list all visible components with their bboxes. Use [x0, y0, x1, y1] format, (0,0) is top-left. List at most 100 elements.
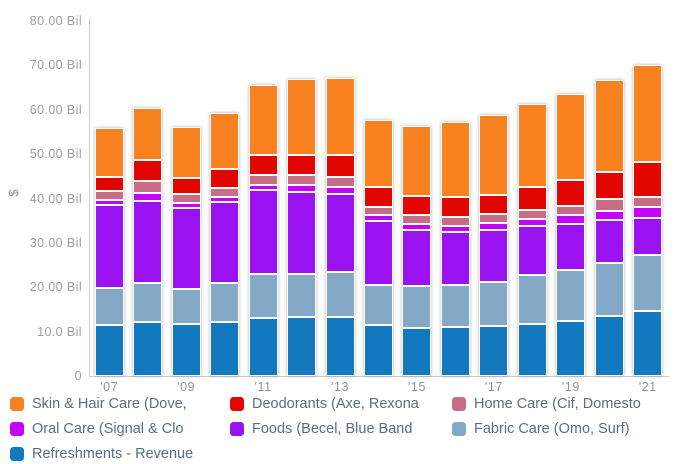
- bar-2014[interactable]: [364, 119, 394, 376]
- segment-skin-hair-care-dove-2017[interactable]: [479, 114, 509, 196]
- segment-foods-becel-blue-band-2010[interactable]: [210, 201, 240, 284]
- segment-skin-hair-care-dove-2007[interactable]: [94, 128, 124, 177]
- bar-2011[interactable]: [248, 84, 278, 376]
- segment-home-care-cif-domesto-2021[interactable]: [633, 196, 663, 208]
- segment-fabric-care-omo-surf-2010[interactable]: [210, 283, 240, 323]
- segment-oral-care-signal-clo-2013[interactable]: [325, 186, 355, 194]
- segment-home-care-cif-domesto-2013[interactable]: [325, 176, 355, 187]
- segment-foods-becel-blue-band-2017[interactable]: [479, 230, 509, 282]
- segment-home-care-cif-domesto-2012[interactable]: [287, 175, 317, 186]
- legend-item-home-care-cif-domesto[interactable]: Home Care (Cif, Domesto: [452, 393, 670, 415]
- segment-oral-care-signal-clo-2009[interactable]: [171, 203, 201, 208]
- segment-refreshments-revenue-2012[interactable]: [287, 317, 317, 376]
- segment-foods-becel-blue-band-2019[interactable]: [556, 224, 586, 270]
- segment-fabric-care-omo-surf-2019[interactable]: [556, 269, 586, 321]
- segment-refreshments-revenue-2007[interactable]: [94, 325, 124, 376]
- segment-fabric-care-omo-surf-2009[interactable]: [171, 289, 201, 325]
- segment-foods-becel-blue-band-2018[interactable]: [517, 226, 547, 276]
- segment-oral-care-signal-clo-2019[interactable]: [556, 214, 586, 225]
- segment-deodorants-axe-rexona-2020[interactable]: [594, 171, 624, 199]
- segment-foods-becel-blue-band-2016[interactable]: [440, 231, 470, 286]
- bar-2008[interactable]: [133, 107, 163, 376]
- segment-refreshments-revenue-2017[interactable]: [479, 325, 509, 376]
- segment-deodorants-axe-rexona-2010[interactable]: [210, 168, 240, 188]
- segment-foods-becel-blue-band-2013[interactable]: [325, 193, 355, 272]
- segment-foods-becel-blue-band-2007[interactable]: [94, 205, 124, 289]
- segment-fabric-care-omo-surf-2015[interactable]: [402, 286, 432, 328]
- segment-home-care-cif-domesto-2019[interactable]: [556, 205, 586, 215]
- segment-skin-hair-care-dove-2014[interactable]: [364, 119, 394, 188]
- bar-2019[interactable]: [556, 93, 586, 376]
- segment-foods-becel-blue-band-2011[interactable]: [248, 189, 278, 274]
- segment-skin-hair-care-dove-2015[interactable]: [402, 125, 432, 197]
- segment-refreshments-revenue-2014[interactable]: [364, 324, 394, 376]
- segment-oral-care-signal-clo-2012[interactable]: [287, 185, 317, 193]
- legend-item-skin-hair-care-dove[interactable]: Skin & Hair Care (Dove,: [10, 393, 230, 415]
- bar-2018[interactable]: [517, 104, 547, 376]
- segment-foods-becel-blue-band-2009[interactable]: [171, 207, 201, 290]
- segment-refreshments-revenue-2020[interactable]: [594, 315, 624, 376]
- segment-refreshments-revenue-2009[interactable]: [171, 324, 201, 376]
- segment-fabric-care-omo-surf-2008[interactable]: [133, 282, 163, 323]
- segment-refreshments-revenue-2016[interactable]: [440, 326, 470, 376]
- segment-deodorants-axe-rexona-2014[interactable]: [364, 187, 394, 208]
- bar-2009[interactable]: [171, 127, 201, 376]
- segment-foods-becel-blue-band-2015[interactable]: [402, 230, 432, 287]
- segment-foods-becel-blue-band-2021[interactable]: [633, 217, 663, 256]
- segment-oral-care-signal-clo-2020[interactable]: [594, 210, 624, 221]
- segment-fabric-care-omo-surf-2011[interactable]: [248, 273, 278, 319]
- segment-foods-becel-blue-band-2014[interactable]: [364, 221, 394, 286]
- segment-fabric-care-omo-surf-2018[interactable]: [517, 275, 547, 325]
- segment-refreshments-revenue-2010[interactable]: [210, 322, 240, 376]
- segment-skin-hair-care-dove-2019[interactable]: [556, 93, 586, 181]
- segment-oral-care-signal-clo-2010[interactable]: [210, 197, 240, 202]
- segment-home-care-cif-domesto-2010[interactable]: [210, 187, 240, 198]
- segment-fabric-care-omo-surf-2016[interactable]: [440, 285, 470, 327]
- segment-deodorants-axe-rexona-2007[interactable]: [94, 176, 124, 191]
- bar-2015[interactable]: [402, 125, 432, 376]
- segment-deodorants-axe-rexona-2018[interactable]: [517, 187, 547, 210]
- bar-2013[interactable]: [325, 78, 355, 376]
- segment-oral-care-signal-clo-2014[interactable]: [364, 214, 394, 222]
- segment-deodorants-axe-rexona-2015[interactable]: [402, 196, 432, 215]
- segment-skin-hair-care-dove-2011[interactable]: [248, 84, 278, 155]
- segment-deodorants-axe-rexona-2021[interactable]: [633, 162, 663, 197]
- segment-refreshments-revenue-2019[interactable]: [556, 320, 586, 376]
- segment-home-care-cif-domesto-2011[interactable]: [248, 175, 278, 185]
- segment-home-care-cif-domesto-2017[interactable]: [479, 213, 509, 223]
- segment-foods-becel-blue-band-2008[interactable]: [133, 201, 163, 283]
- segment-deodorants-axe-rexona-2009[interactable]: [171, 177, 201, 194]
- legend-item-refreshments-revenue[interactable]: Refreshments - Revenue: [10, 443, 230, 464]
- segment-skin-hair-care-dove-2020[interactable]: [594, 80, 624, 172]
- segment-home-care-cif-domesto-2009[interactable]: [171, 193, 201, 204]
- segment-deodorants-axe-rexona-2008[interactable]: [133, 160, 163, 181]
- segment-home-care-cif-domesto-2014[interactable]: [364, 207, 394, 215]
- segment-skin-hair-care-dove-2013[interactable]: [325, 78, 355, 156]
- segment-home-care-cif-domesto-2015[interactable]: [402, 214, 432, 224]
- segment-oral-care-signal-clo-2011[interactable]: [248, 184, 278, 190]
- segment-fabric-care-omo-surf-2012[interactable]: [287, 273, 317, 318]
- legend-item-oral-care-signal-clo[interactable]: Oral Care (Signal & Clo: [10, 418, 230, 440]
- segment-oral-care-signal-clo-2017[interactable]: [479, 222, 509, 231]
- segment-home-care-cif-domesto-2018[interactable]: [517, 209, 547, 219]
- segment-deodorants-axe-rexona-2013[interactable]: [325, 155, 355, 177]
- segment-fabric-care-omo-surf-2021[interactable]: [633, 255, 663, 311]
- segment-fabric-care-omo-surf-2020[interactable]: [594, 262, 624, 316]
- bar-2012[interactable]: [287, 79, 317, 376]
- segment-fabric-care-omo-surf-2013[interactable]: [325, 271, 355, 317]
- segment-skin-hair-care-dove-2018[interactable]: [517, 104, 547, 188]
- segment-oral-care-signal-clo-2016[interactable]: [440, 225, 470, 232]
- segment-skin-hair-care-dove-2021[interactable]: [633, 65, 663, 163]
- segment-oral-care-signal-clo-2015[interactable]: [402, 223, 432, 231]
- segment-refreshments-revenue-2011[interactable]: [248, 318, 278, 376]
- segment-deodorants-axe-rexona-2019[interactable]: [556, 180, 586, 206]
- segment-refreshments-revenue-2018[interactable]: [517, 324, 547, 376]
- bar-2016[interactable]: [440, 122, 470, 376]
- segment-fabric-care-omo-surf-2014[interactable]: [364, 285, 394, 325]
- legend-item-deodorants-axe-rexona[interactable]: Deodorants (Axe, Rexona: [230, 393, 452, 415]
- segment-refreshments-revenue-2021[interactable]: [633, 310, 663, 376]
- segment-refreshments-revenue-2015[interactable]: [402, 327, 432, 376]
- segment-fabric-care-omo-surf-2007[interactable]: [94, 288, 124, 326]
- segment-foods-becel-blue-band-2012[interactable]: [287, 192, 317, 274]
- legend-item-fabric-care-omo-surf[interactable]: Fabric Care (Omo, Surf): [452, 418, 670, 440]
